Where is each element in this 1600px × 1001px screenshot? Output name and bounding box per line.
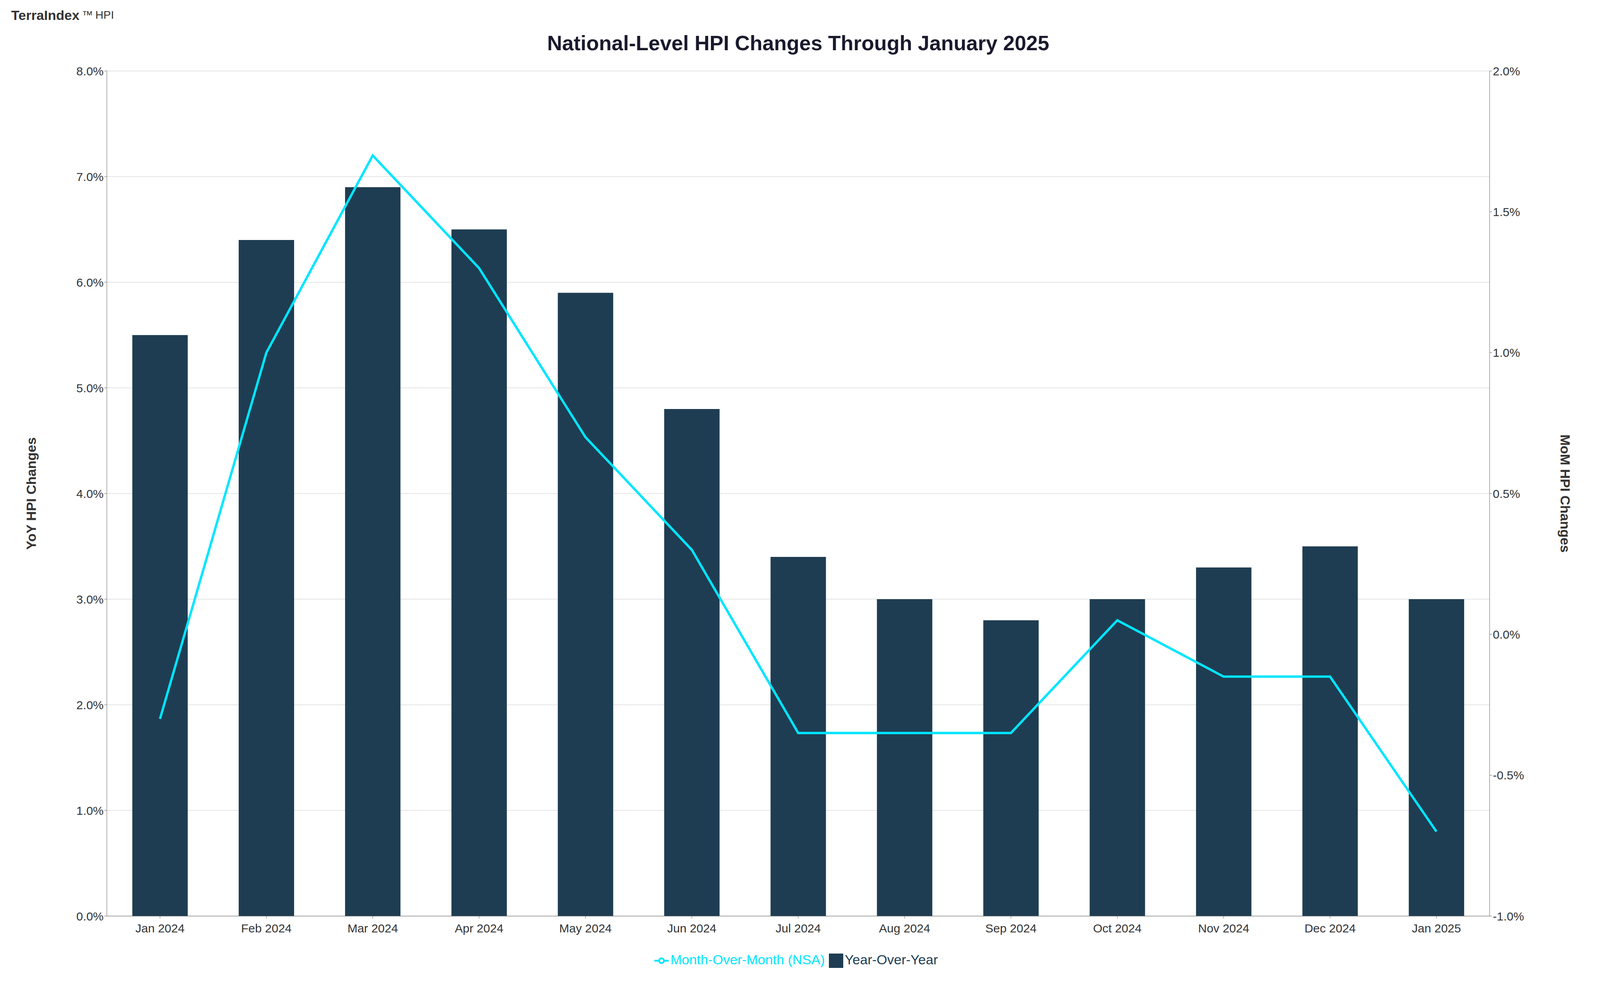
- svg-text:Apr 2024: Apr 2024: [454, 921, 504, 935]
- svg-text:0.5%: 0.5%: [1492, 486, 1520, 501]
- svg-text:Feb 2024: Feb 2024: [241, 921, 292, 935]
- svg-text:MoM HPI Changes: MoM HPI Changes: [1557, 434, 1573, 553]
- html-text:Month-Over-Month (NSA): Month-Over-Month (NSA): [670, 951, 825, 967]
- html-text:Year-Over-Year: Year-Over-Year: [844, 951, 938, 967]
- svg-text:Jan 2024: Jan 2024: [135, 921, 185, 935]
- svg-text:8.0%: 8.0%: [76, 64, 104, 78]
- svg-text:-1.0%: -1.0%: [1492, 909, 1524, 923]
- svg-text:3.0%: 3.0%: [76, 592, 104, 606]
- svg-text:1.5%: 1.5%: [1492, 205, 1520, 219]
- html-text:TerraIndex ™ HPI: TerraIndex ™ HPI: [11, 7, 114, 23]
- svg-text:Dec 2024: Dec 2024: [1304, 921, 1356, 935]
- svg-text:2.0%: 2.0%: [76, 698, 104, 712]
- svg-text:Jan 2025: Jan 2025: [1411, 921, 1461, 935]
- svg-text:Nov 2024: Nov 2024: [1197, 921, 1249, 935]
- svg-text:Mar 2024: Mar 2024: [347, 921, 399, 935]
- svg-text:0.0%: 0.0%: [76, 909, 104, 923]
- svg-text:4.0%: 4.0%: [76, 486, 104, 501]
- svg-text:May 2024: May 2024: [559, 921, 612, 935]
- html-text:National-Level HPI Changes Thr: National-Level HPI Changes Through Janua…: [547, 31, 1050, 55]
- svg-text:Aug 2024: Aug 2024: [879, 921, 931, 935]
- svg-text:7.0%: 7.0%: [76, 170, 104, 184]
- svg-text:6.0%: 6.0%: [76, 275, 104, 289]
- svg-text:Jul 2024: Jul 2024: [775, 921, 821, 935]
- svg-text:Oct 2024: Oct 2024: [1093, 921, 1142, 935]
- svg-text:0.0%: 0.0%: [1492, 627, 1520, 641]
- svg-text:Jun 2024: Jun 2024: [667, 921, 717, 935]
- svg-text:2.0%: 2.0%: [1492, 64, 1520, 78]
- svg-text:-0.5%: -0.5%: [1492, 768, 1524, 782]
- svg-text:1.0%: 1.0%: [1492, 345, 1520, 360]
- svg-text:Sep 2024: Sep 2024: [985, 921, 1037, 935]
- svg-text:YoY HPI Changes: YoY HPI Changes: [23, 437, 39, 550]
- svg-text:5.0%: 5.0%: [76, 381, 104, 395]
- svg-text:1.0%: 1.0%: [76, 803, 104, 817]
